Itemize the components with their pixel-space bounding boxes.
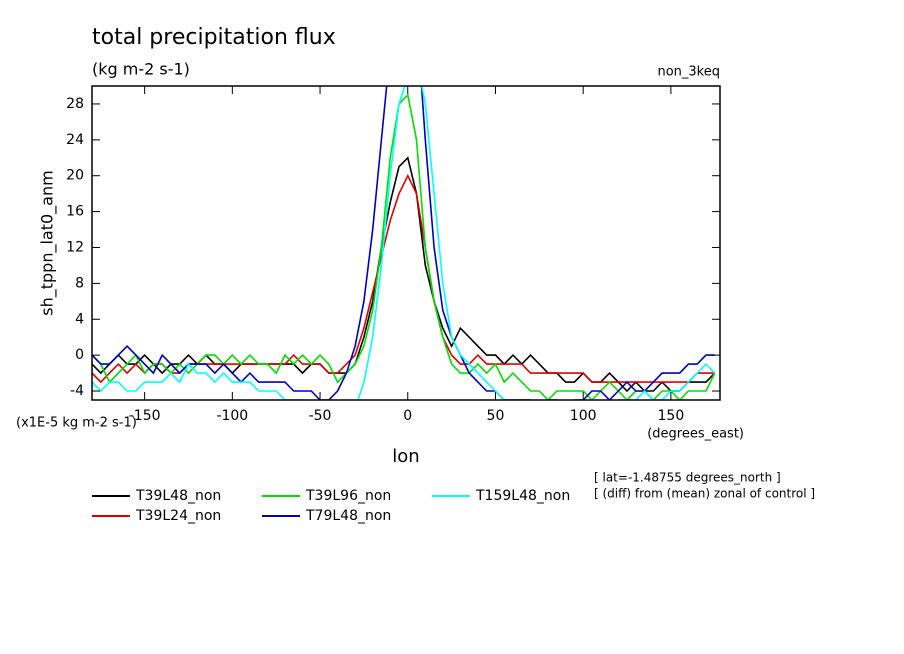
y-tick-label: 24 <box>66 132 84 148</box>
x-tick-label: -150 <box>129 408 161 424</box>
y-tick-label: -4 <box>70 383 84 399</box>
y-tick-label: 16 <box>66 204 84 220</box>
y-tick-label: 20 <box>66 168 84 184</box>
legend-label: T39L24_non <box>135 508 221 524</box>
legend-label: T79L48_non <box>305 508 391 524</box>
x-tick-label: -100 <box>216 408 248 424</box>
y-axis-label: sh_tppn_lat0_anm <box>38 170 58 315</box>
series-line <box>92 93 716 400</box>
x-tick-label: -50 <box>309 408 332 424</box>
note: [ lat=-1.48755 degrees_north ] <box>594 471 781 485</box>
y-tick-label: 12 <box>66 239 84 255</box>
y-tick-label: 4 <box>75 311 84 327</box>
chart-title: total precipitation flux <box>92 25 336 50</box>
annotation: non_3keq <box>657 65 720 80</box>
series-line <box>92 86 716 400</box>
x-tick-label: 0 <box>403 408 412 424</box>
x-unit: (degrees_east) <box>647 427 744 442</box>
y-tick-label: 8 <box>75 275 84 291</box>
legend-label: T159L48_non <box>475 488 570 504</box>
x-tick-label: 100 <box>570 408 597 424</box>
x-tick-label: 50 <box>487 408 505 424</box>
y-tick-label: 0 <box>75 347 84 363</box>
legend-label: T39L48_non <box>135 488 221 504</box>
chart-subtitle: (kg m-2 s-1) <box>92 60 190 79</box>
plot-frame <box>91 85 721 401</box>
note: [ (diff) from (mean) zonal of control ] <box>594 487 815 501</box>
series-line <box>92 173 715 384</box>
series-line <box>92 86 715 400</box>
x-tick-label: 150 <box>658 408 685 424</box>
legend-label: T39L96_non <box>305 488 391 504</box>
y-unit: (x1E-5 kg m-2 s-1) <box>16 416 137 431</box>
x-axis-label: lon <box>392 446 419 467</box>
y-tick-label: 28 <box>66 96 84 112</box>
plot-area <box>92 86 716 400</box>
series-line <box>92 156 716 393</box>
